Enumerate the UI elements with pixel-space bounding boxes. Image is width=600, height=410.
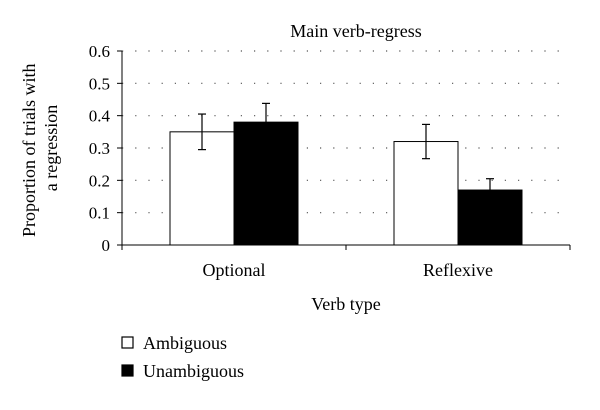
y-axis-title: Proportion of trials with a regression	[19, 59, 61, 237]
x-tick-label: Optional	[203, 260, 266, 280]
y-tick-label: 0	[102, 236, 111, 255]
y-axis-title-line-2: a regression	[41, 105, 61, 191]
y-tick-label: 0.6	[89, 42, 110, 61]
y-tick-label: 0.2	[89, 171, 110, 190]
y-ticks: 0 0.1 0.2 0.3 0.4 0.5 0.6	[89, 42, 122, 255]
legend-swatch-ambiguous	[121, 336, 134, 349]
y-tick-label: 0.1	[89, 204, 110, 223]
x-ticks: Optional Reflexive	[121, 245, 571, 280]
legend-swatch-unambiguous	[121, 364, 134, 377]
legend-label-ambiguous: Ambiguous	[143, 333, 227, 353]
x-tick-label: Reflexive	[423, 260, 493, 280]
chart-title: Main verb-regress	[290, 21, 421, 41]
y-tick-label: 0.5	[89, 74, 110, 93]
y-axis-title-line-1: Proportion of trials with	[19, 64, 39, 238]
legend-label-unambiguous: Unambiguous	[143, 361, 244, 381]
bar-ambiguous-optional	[169, 131, 235, 246]
bars	[169, 102, 523, 246]
legend: Ambiguous Unambiguous	[121, 333, 244, 381]
y-tick-label: 0.3	[89, 139, 110, 158]
x-axis-title: Verb type	[311, 294, 380, 314]
y-tick-label: 0.4	[89, 107, 111, 126]
